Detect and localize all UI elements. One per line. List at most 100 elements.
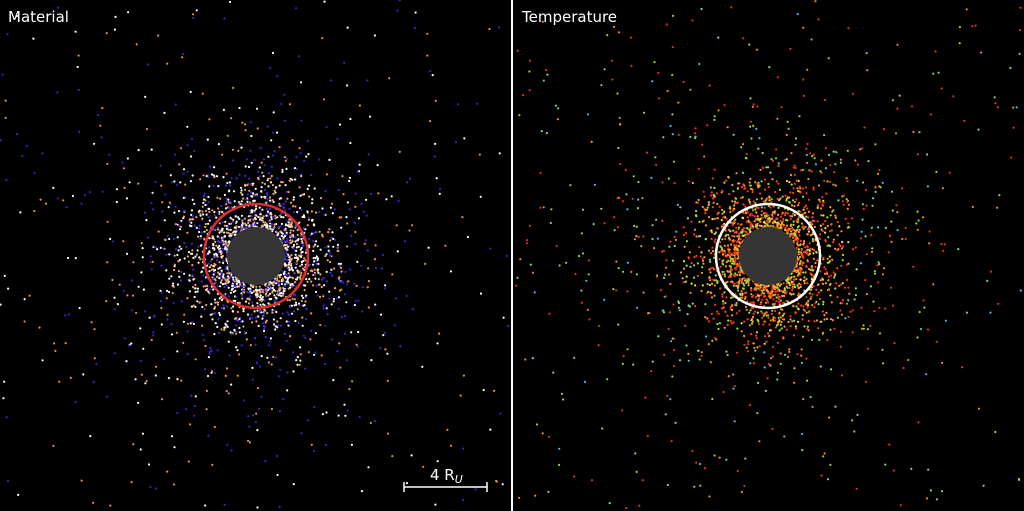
particle — [314, 243, 317, 246]
particle — [225, 242, 228, 245]
particle — [779, 299, 783, 302]
particle — [836, 234, 839, 237]
particle — [806, 379, 809, 382]
particle — [754, 202, 757, 205]
particle — [749, 97, 752, 100]
particle — [478, 153, 481, 156]
particle — [243, 226, 246, 229]
particle — [251, 378, 254, 381]
particle — [307, 237, 311, 240]
particle — [272, 200, 275, 203]
particle — [662, 311, 666, 314]
particle — [788, 200, 791, 204]
particle — [828, 153, 831, 156]
particle — [735, 226, 738, 229]
particle — [207, 176, 210, 179]
particle — [766, 289, 769, 292]
particle — [805, 153, 808, 156]
particle — [829, 214, 832, 217]
particle — [720, 307, 724, 310]
particle — [994, 430, 997, 434]
particle — [194, 255, 197, 258]
particle — [803, 240, 806, 243]
particle — [851, 248, 855, 251]
particle — [330, 303, 333, 306]
particle — [321, 207, 324, 210]
particle — [682, 281, 685, 284]
particle — [295, 359, 298, 362]
particle — [751, 226, 755, 229]
particle — [851, 309, 854, 312]
particle — [832, 183, 835, 186]
particle — [847, 241, 850, 244]
particle — [761, 166, 765, 169]
particle — [182, 52, 185, 56]
particle — [248, 291, 251, 294]
particle — [732, 229, 735, 232]
particle — [727, 319, 730, 322]
particle — [263, 299, 266, 302]
particle — [941, 187, 945, 190]
particle — [734, 272, 737, 275]
particle — [52, 186, 55, 189]
particle — [149, 261, 152, 264]
particle — [749, 184, 752, 187]
particle — [316, 245, 319, 248]
particle — [349, 141, 352, 145]
particle — [232, 190, 236, 193]
particle — [712, 201, 715, 204]
particle — [275, 282, 278, 285]
particle — [710, 312, 714, 315]
particle — [805, 278, 808, 281]
particle — [105, 300, 108, 303]
particle — [786, 120, 789, 123]
particle — [761, 151, 764, 155]
particle — [337, 414, 340, 417]
particle — [105, 32, 108, 35]
particle — [735, 252, 738, 255]
particle — [384, 348, 387, 351]
particle — [898, 94, 901, 97]
particle — [759, 220, 762, 223]
particle — [227, 269, 230, 273]
particle — [733, 282, 736, 285]
particle — [253, 310, 256, 313]
particle — [580, 232, 583, 235]
particle — [793, 319, 796, 322]
particle — [281, 235, 284, 238]
particle — [330, 236, 333, 239]
particle — [763, 286, 766, 289]
particle — [256, 506, 259, 509]
particle — [288, 276, 291, 279]
particle — [109, 237, 112, 241]
particle — [803, 282, 806, 285]
particle — [250, 321, 254, 324]
particle — [819, 279, 822, 282]
particle — [223, 326, 226, 329]
particle — [810, 295, 813, 298]
particle — [730, 243, 733, 246]
particle — [230, 307, 233, 310]
particle — [302, 284, 306, 287]
particle — [531, 271, 535, 274]
particle — [831, 319, 835, 322]
particle — [310, 280, 313, 283]
particle — [715, 338, 718, 341]
particle — [151, 260, 154, 263]
particle — [225, 265, 228, 268]
particle — [768, 323, 771, 326]
particle — [718, 456, 721, 459]
particle — [293, 167, 297, 170]
particle — [221, 275, 225, 278]
particle — [148, 316, 151, 319]
particle — [819, 170, 822, 173]
particle — [747, 282, 751, 285]
particle — [332, 245, 335, 248]
particle — [298, 55, 301, 58]
particle — [374, 244, 377, 247]
particle — [761, 298, 764, 301]
particle — [810, 170, 813, 173]
particle — [190, 213, 193, 216]
particle — [713, 268, 716, 271]
particle — [741, 143, 745, 146]
